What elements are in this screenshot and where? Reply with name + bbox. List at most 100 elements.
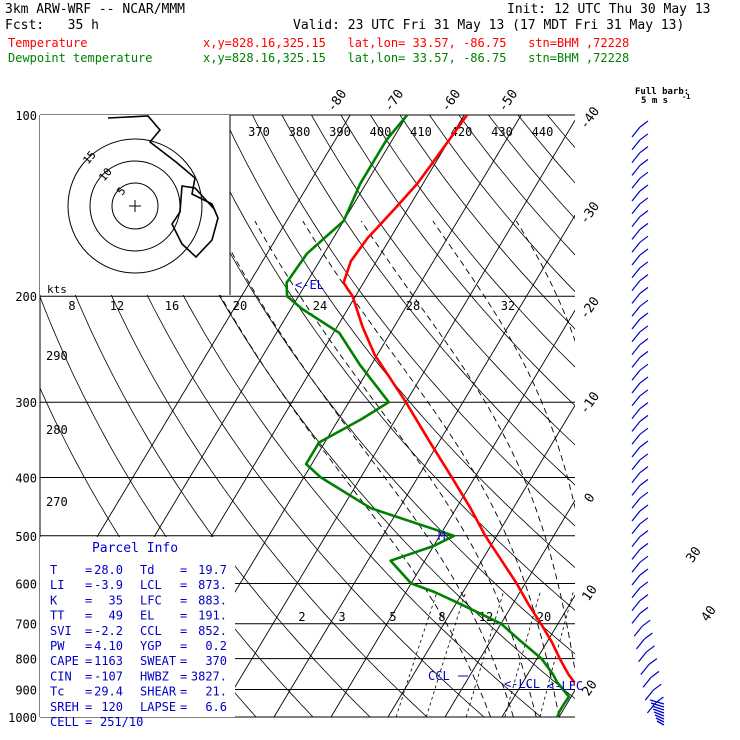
parcel-param-label: PW: [50, 639, 65, 653]
wind-barb: [631, 433, 641, 445]
dry-adiabat: [606, 115, 740, 717]
isotherm-label: -60: [438, 87, 464, 115]
pressure-tick-label: 700: [15, 618, 37, 632]
parcel-equals: =: [180, 563, 187, 577]
theta-label: 380: [289, 125, 311, 139]
wind-barb: [631, 126, 641, 138]
wind-barb: [631, 510, 641, 522]
wind-barb: [639, 197, 649, 205]
wind-barb: [631, 357, 641, 368]
wind-barb: [631, 331, 641, 343]
wind-barb: [639, 466, 649, 474]
wind-barb: [654, 714, 665, 720]
wind-barb: [631, 305, 641, 317]
parcel-param-value: 0.2: [205, 639, 227, 653]
valid-time: Valid: 23 UTC Fri 31 May 13 (17 MDT Fri …: [293, 18, 685, 33]
isotherm-label: -40: [577, 104, 603, 132]
wind-barb: [631, 216, 641, 227]
wind-barb: [640, 664, 650, 675]
wind-barb: [631, 485, 641, 496]
wind-barb: [639, 222, 649, 230]
wind-barb: [639, 146, 649, 154]
isotherm-label: 10: [579, 583, 600, 604]
dry-adiabat: [311, 115, 575, 446]
full-barb-label: Full barb:: [635, 87, 689, 97]
parcel-param-value: 19.7: [198, 563, 227, 577]
wind-barb: [639, 402, 649, 410]
dry-adiabat: [45, 115, 428, 717]
parcel-param-value: 4.10: [94, 639, 123, 653]
parcel-param-label: Td: [140, 563, 154, 577]
parcel-param-value: 3827.: [191, 669, 227, 683]
inset-theta-label: 290: [46, 349, 68, 363]
sounding-series: [285, 115, 575, 717]
dry-adiabat: [104, 115, 542, 717]
parcel-param-value: -107: [94, 669, 123, 683]
wind-barb: [652, 708, 665, 714]
parcel-param-label: Tc: [50, 685, 64, 699]
parcel-param-value: 120: [101, 700, 123, 714]
parcel-equals: =: [85, 624, 92, 638]
parcel-param-label: CAPE: [50, 654, 79, 668]
dry-adiabat: [458, 115, 575, 256]
parcel-equals: =: [180, 700, 187, 714]
parcel-equals: =: [180, 609, 187, 623]
dry-adiabat: [724, 115, 740, 717]
theta-label: 440: [532, 125, 554, 139]
parcel-param-value: 852.: [198, 624, 227, 638]
mixing-ratio-line: [395, 591, 438, 717]
mixing-annotation: M: [438, 529, 445, 543]
dry-adiabat: [74, 115, 485, 717]
wind-barb: [631, 369, 641, 381]
parcel-param-value: -2.2: [94, 624, 123, 638]
mixing-ratio-label: 3: [338, 610, 345, 624]
hodograph-trace: [107, 115, 219, 259]
parcel-param-value: 883.: [198, 593, 227, 607]
hodograph-ring: [111, 182, 159, 230]
parcel-param-value: 35: [109, 593, 123, 607]
parcel-param-value: 6.6: [205, 700, 227, 714]
wind-barb: [642, 677, 652, 688]
parcel-param-value: 28.0: [94, 563, 123, 577]
parcel-param-label: SVI: [50, 624, 72, 638]
wind-barb: [644, 632, 653, 640]
parcel-info-title: Parcel Info: [92, 541, 178, 556]
wind-barb: [631, 408, 641, 419]
wind-barb: [641, 619, 651, 627]
dewpoint-line: [285, 115, 571, 717]
wind-barb: [631, 190, 641, 202]
parcel-param-value: 191.: [198, 609, 227, 623]
wind-barb: [656, 720, 665, 726]
el-annotation: <-EL: [295, 278, 324, 292]
parcel-equals: =: [85, 593, 92, 607]
dewpoint-location: x,y=828.16,325.15 lat,lon= 33.57, -86.75…: [203, 51, 630, 65]
full-barb-unit: -1: [682, 93, 690, 101]
wind-barb: [631, 459, 641, 471]
wind-barb: [631, 497, 641, 509]
isotherm-line: [673, 115, 740, 717]
parcel-equals: =: [85, 563, 92, 577]
wind-barb: [631, 229, 641, 240]
isotherm-line: [216, 119, 575, 717]
dry-adiabat: [665, 115, 740, 717]
wind-barb: [639, 299, 649, 307]
isotherm-label: -80: [324, 87, 350, 115]
mixing-ratio-line: [465, 591, 504, 717]
wind-barb: [639, 453, 649, 461]
pressure-tick-label: 900: [15, 683, 37, 697]
parcel-equals: =: [85, 578, 92, 592]
wind-barb: [651, 705, 665, 711]
wind-barb: [646, 645, 655, 653]
wind-scale-label: 12: [110, 299, 124, 313]
moist-adiabat: [360, 220, 575, 674]
wind-barbs: [631, 120, 665, 726]
wind-scale-label: 24: [313, 299, 327, 313]
cell-label: CELL: [50, 715, 79, 729]
wind-barb: [639, 312, 649, 320]
wind-barb: [631, 280, 641, 291]
wind-barb: [639, 133, 649, 141]
wind-barb: [639, 504, 649, 512]
wind-barb: [639, 440, 649, 448]
